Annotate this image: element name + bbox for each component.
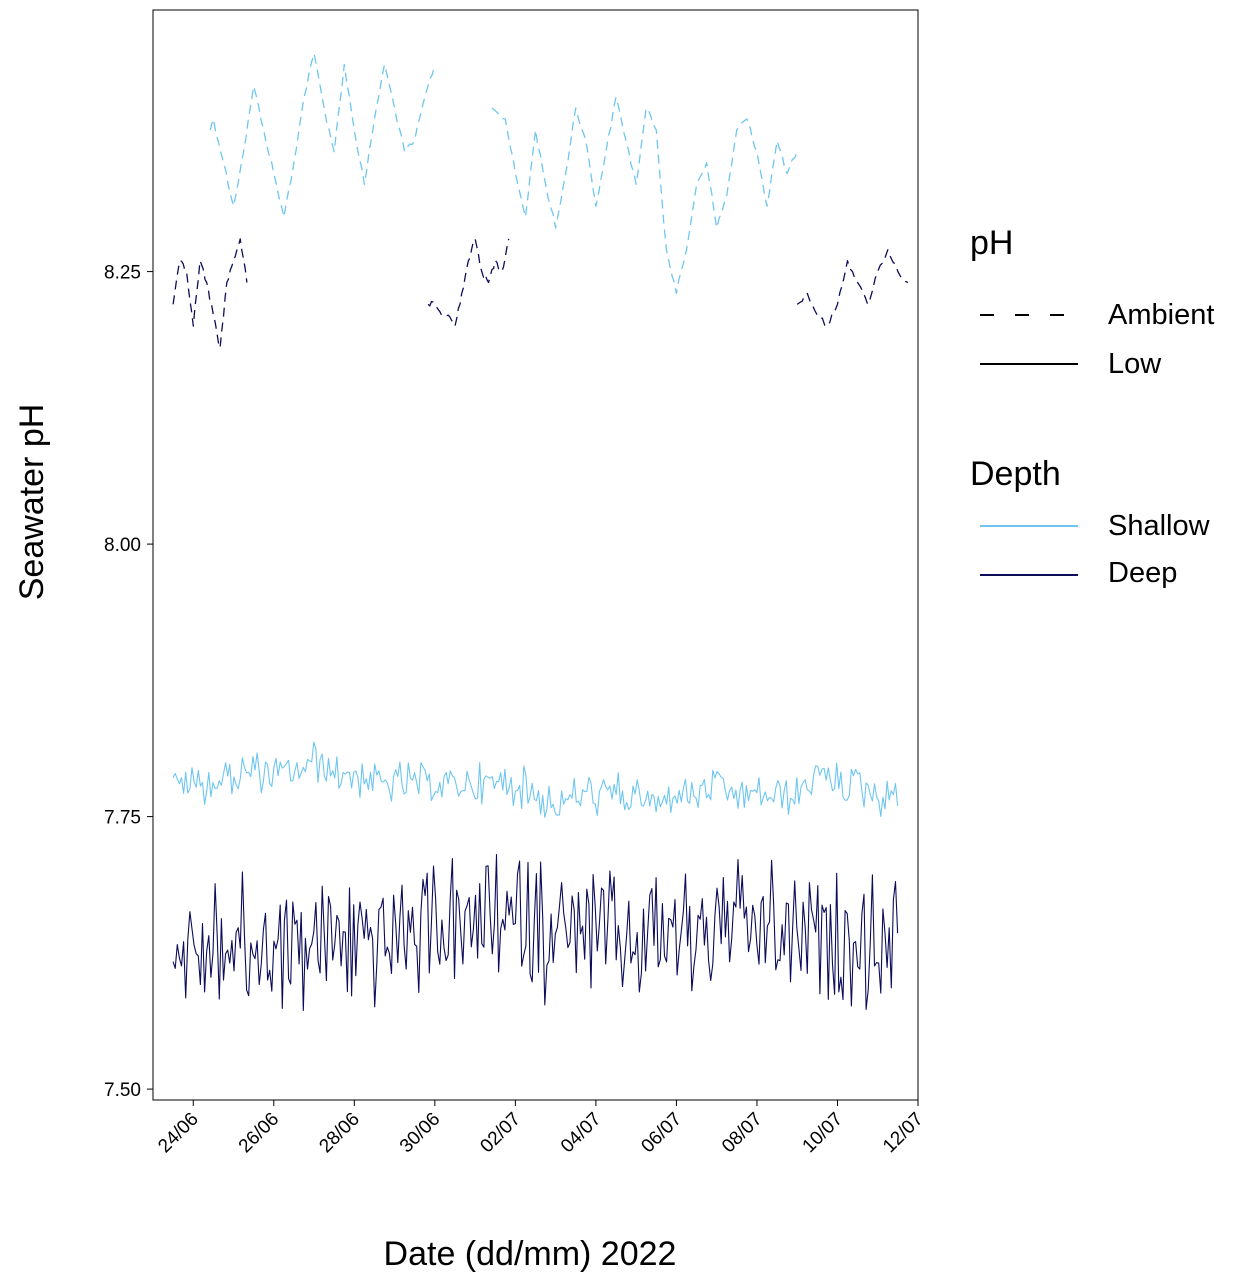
series-line-ambient-shallow [209,52,436,218]
legend-label-deep: Deep [1108,557,1177,589]
series-line-ambient-deep [427,238,510,327]
y-tick-label: 8.25 [104,263,141,284]
series-line-ambient-deep [796,249,909,327]
legend: pH Ambient Low Depth Shallow Deep [970,224,1214,589]
legend-title-ph: pH [970,224,1013,262]
y-tick-label: 8.00 [104,535,141,556]
y-tick-label: 7.50 [104,1080,141,1101]
y-axis: 7.50 7.75 8.00 8.25 [104,263,153,1101]
series-line-low-deep [172,854,899,1012]
series-line-ambient-deep [172,238,248,349]
series-line-ambient-shallow [491,96,798,295]
series-layer [172,52,909,1012]
plot-frame [152,9,919,1101]
legend-label-shallow: Shallow [1108,510,1211,542]
legend-label-low: Low [1108,348,1162,380]
legend-label-ambient: Ambient [1108,299,1214,331]
x-axis-title: Date (dd/mm) 2022 [384,1235,677,1273]
series-line-low-shallow [172,741,899,818]
y-axis-title: Seawater pH [13,404,51,601]
legend-title-depth: Depth [970,455,1061,493]
y-tick-label: 7.75 [104,808,141,829]
